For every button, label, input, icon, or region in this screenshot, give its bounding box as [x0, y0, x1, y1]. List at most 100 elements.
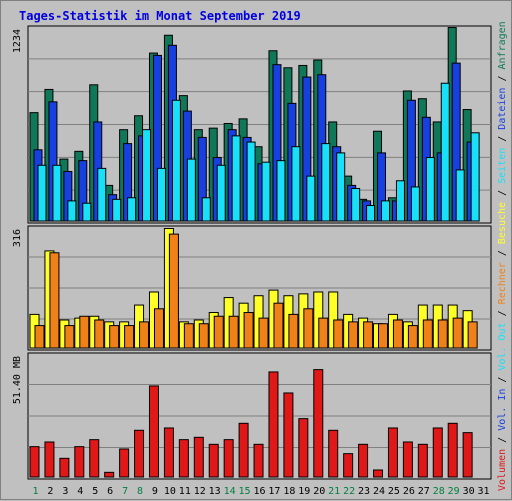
bar-volumen-day-9 [148, 385, 159, 478]
y-max-label-middle: 316 [12, 229, 23, 247]
bar-rechner-day-9 [153, 308, 164, 349]
bar-volumen-day-16 [253, 443, 264, 478]
bar-volumen-day-8 [134, 429, 145, 478]
bar-volumen-day-10 [163, 427, 174, 478]
bar-volumen-day-4 [74, 446, 85, 478]
bar-volumen-day-3 [59, 457, 70, 478]
bar-volumen-day-30 [462, 432, 473, 478]
x-tick-day-29: 29 [448, 486, 460, 497]
bar-rechner-day-5 [94, 319, 105, 349]
bar-volumen-day-15 [238, 422, 249, 478]
bar-seiten-day-17 [276, 160, 286, 222]
bar-rechner-day-23 [363, 321, 374, 349]
bar-seiten-day-13 [216, 164, 226, 222]
bar-rechner-day-8 [139, 321, 150, 349]
x-tick-day-5: 5 [92, 486, 98, 497]
bar-seiten-day-4 [82, 202, 92, 222]
legend-item-besuche: Besuche [497, 202, 508, 244]
legend-item-seiten: Seiten [497, 148, 508, 184]
bar-volumen-day-22 [343, 453, 354, 478]
bar-rechner-day-21 [333, 319, 344, 349]
bar-rechner-day-19 [303, 308, 314, 349]
bar-rechner-day-26 [407, 325, 418, 349]
bar-rechner-day-15 [243, 312, 254, 349]
legend-item-seiten: Vol. Out [497, 322, 508, 370]
bar-volumen-day-12 [193, 436, 204, 478]
bar-seiten-day-10 [171, 99, 181, 222]
bar-rechner-day-30 [467, 321, 478, 349]
bar-seiten-day-21 [336, 152, 346, 222]
bar-volumen-day-24 [373, 469, 384, 478]
chart-title: Tages-Statistik im Monat September 2019 [19, 9, 301, 23]
bar-volumen-day-1 [29, 446, 40, 478]
bar-rechner-day-12 [198, 323, 209, 349]
x-tick-day-22: 22 [343, 486, 355, 497]
bar-volumen-day-13 [208, 443, 219, 478]
bar-seiten-day-28 [440, 82, 450, 222]
bar-volumen-day-20 [313, 369, 324, 478]
x-tick-day-1: 1 [32, 486, 38, 497]
bar-rechner-day-17 [273, 302, 284, 349]
x-tick-day-6: 6 [107, 486, 113, 497]
bar-seiten-day-1 [37, 164, 47, 222]
bar-volumen-day-27 [417, 443, 428, 478]
legend-item-volumen: Volumen [497, 449, 508, 491]
bar-volumen-day-6 [104, 471, 115, 478]
bar-rechner-day-10 [168, 233, 179, 349]
bar-volumen-day-18 [283, 392, 294, 478]
x-tick-day-11: 11 [179, 486, 191, 497]
legend-item-rechner: Rechner [497, 262, 508, 304]
x-tick-day-28: 28 [433, 486, 445, 497]
x-tick-day-13: 13 [209, 486, 221, 497]
bar-volumen-day-29 [447, 422, 458, 478]
x-tick-day-7: 7 [122, 486, 128, 497]
bar-seiten-day-22 [351, 187, 361, 222]
bar-rechner-day-16 [258, 317, 269, 349]
legend-item-sep: / [497, 371, 508, 389]
bar-rechner-day-2 [49, 252, 60, 349]
y-max-label-bottom: 51.40 MB [12, 356, 23, 404]
bar-rechner-day-29 [452, 317, 463, 349]
bar-rechner-day-22 [348, 321, 359, 349]
y-max-label-top: 1234 [12, 29, 23, 53]
x-tick-day-3: 3 [62, 486, 68, 497]
bar-rechner-day-27 [422, 319, 433, 349]
x-tick-day-14: 14 [224, 486, 236, 497]
bar-seiten-day-9 [156, 167, 166, 222]
bar-volumen-day-19 [298, 418, 309, 478]
x-tick-day-31: 31 [478, 486, 490, 497]
bar-seiten-day-8 [142, 129, 152, 222]
legend-item-dateien: Dateien [497, 88, 508, 130]
bar-volumen-day-21 [328, 429, 339, 478]
x-tick-day-19: 19 [298, 486, 310, 497]
bar-rechner-day-13 [213, 315, 224, 349]
bar-rechner-day-7 [124, 325, 135, 349]
x-tick-day-4: 4 [77, 486, 83, 497]
bar-volumen-day-17 [268, 371, 279, 478]
bar-seiten-day-14 [231, 135, 241, 222]
bar-seiten-day-18 [291, 146, 301, 222]
bar-rechner-day-18 [288, 313, 299, 349]
bar-seiten-day-23 [366, 205, 376, 222]
bar-volumen-day-5 [89, 439, 100, 478]
x-tick-day-30: 30 [463, 486, 475, 497]
bar-volumen-day-11 [178, 439, 189, 478]
bar-rechner-day-28 [437, 319, 448, 349]
bar-rechner-day-25 [392, 319, 403, 349]
bar-seiten-day-26 [410, 186, 420, 222]
bar-seiten-day-27 [425, 157, 435, 222]
bar-seiten-day-30 [470, 132, 480, 222]
x-tick-day-2: 2 [47, 486, 53, 497]
x-tick-day-9: 9 [152, 486, 158, 497]
x-tick-day-20: 20 [313, 486, 325, 497]
x-tick-day-16: 16 [253, 486, 265, 497]
bar-seiten-day-24 [381, 200, 391, 222]
x-tick-day-27: 27 [418, 486, 430, 497]
bar-seiten-day-25 [395, 180, 405, 222]
x-tick-day-21: 21 [328, 486, 340, 497]
x-tick-day-23: 23 [358, 486, 370, 497]
legend-item-sep: / [497, 431, 508, 449]
legend-item-sep: / [497, 244, 508, 262]
